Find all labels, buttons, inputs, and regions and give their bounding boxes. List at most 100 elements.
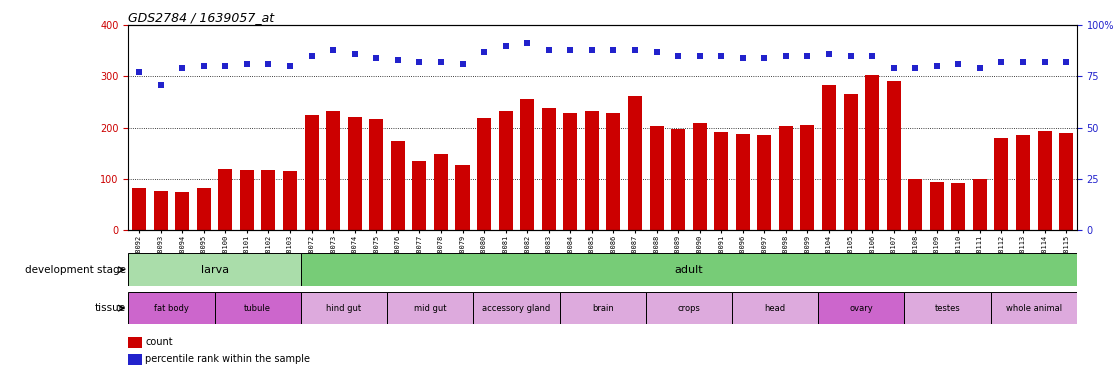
Bar [132, 188, 146, 230]
Text: GDS2784 / 1639057_at: GDS2784 / 1639057_at [128, 11, 275, 24]
Bar [779, 126, 792, 230]
Point [1036, 59, 1054, 65]
Bar [865, 75, 879, 230]
Point [346, 51, 364, 57]
Point [971, 65, 989, 71]
Point [841, 53, 859, 59]
Point [388, 57, 406, 63]
Point [605, 46, 623, 53]
Point [1014, 59, 1032, 65]
Point [863, 53, 881, 59]
Text: head: head [764, 304, 786, 313]
Point [647, 49, 665, 55]
Bar [283, 171, 297, 230]
Bar [822, 85, 836, 230]
Bar [732, 292, 818, 324]
Text: whole animal: whole animal [1006, 304, 1062, 313]
Bar [606, 113, 620, 230]
Bar [301, 253, 1077, 286]
Point [325, 46, 343, 53]
Point [670, 53, 687, 59]
Point [131, 69, 148, 75]
Bar [671, 129, 685, 230]
Point [583, 46, 600, 53]
Bar [219, 169, 232, 230]
Bar [434, 154, 448, 230]
Text: hind gut: hind gut [326, 304, 362, 313]
Bar [628, 96, 642, 230]
Bar [951, 183, 965, 230]
Bar [991, 292, 1077, 324]
Bar [818, 292, 904, 324]
Point [756, 55, 773, 61]
Point [777, 53, 795, 59]
Point [173, 65, 191, 71]
Point [885, 65, 903, 71]
Text: mid gut: mid gut [414, 304, 446, 313]
Bar [1016, 136, 1030, 230]
Bar [473, 292, 559, 324]
Point [453, 61, 471, 67]
Bar [326, 111, 340, 230]
Point [561, 46, 579, 53]
Bar [646, 292, 732, 324]
Text: tissue: tissue [95, 303, 126, 313]
Point [992, 59, 1010, 65]
Text: adult: adult [674, 265, 703, 275]
Bar [908, 179, 922, 230]
Text: crops: crops [677, 304, 701, 313]
Bar [714, 132, 729, 230]
Text: percentile rank within the sample: percentile rank within the sample [145, 354, 310, 364]
Bar [735, 134, 750, 230]
Bar [154, 191, 167, 230]
Text: testes: testes [935, 304, 961, 313]
Point [950, 61, 968, 67]
Point [927, 63, 945, 69]
Bar [1038, 131, 1051, 230]
Point [411, 59, 429, 65]
Bar [305, 115, 318, 230]
Bar [261, 170, 276, 230]
Point [626, 46, 644, 53]
Point [712, 53, 730, 59]
Text: count: count [145, 337, 173, 347]
Text: larva: larva [201, 265, 229, 275]
Bar [844, 94, 857, 230]
Point [691, 53, 709, 59]
Point [302, 53, 320, 59]
Text: accessory gland: accessory gland [482, 304, 550, 313]
Point [238, 61, 256, 67]
Point [518, 40, 536, 46]
Point [367, 55, 385, 61]
Point [281, 63, 299, 69]
Point [260, 61, 278, 67]
Point [906, 65, 924, 71]
Point [540, 46, 558, 53]
Bar [541, 108, 556, 230]
Bar [413, 161, 426, 230]
Bar [128, 253, 301, 286]
Text: development stage: development stage [25, 265, 126, 275]
Text: tubule: tubule [244, 304, 271, 313]
Bar [585, 111, 599, 230]
Bar [904, 292, 991, 324]
Bar [477, 118, 491, 230]
Point [820, 51, 838, 57]
Point [195, 63, 213, 69]
Bar [758, 135, 771, 230]
Bar [387, 292, 473, 324]
Text: brain: brain [591, 304, 614, 313]
Bar [693, 122, 706, 230]
Bar [994, 138, 1009, 230]
Point [1057, 59, 1075, 65]
Bar [128, 292, 214, 324]
Point [734, 55, 752, 61]
Point [799, 53, 817, 59]
Bar [887, 81, 901, 230]
Point [152, 81, 170, 88]
Bar [800, 125, 815, 230]
Bar [564, 113, 577, 230]
Bar [240, 170, 254, 230]
Bar [520, 99, 535, 230]
Text: fat body: fat body [154, 304, 189, 313]
